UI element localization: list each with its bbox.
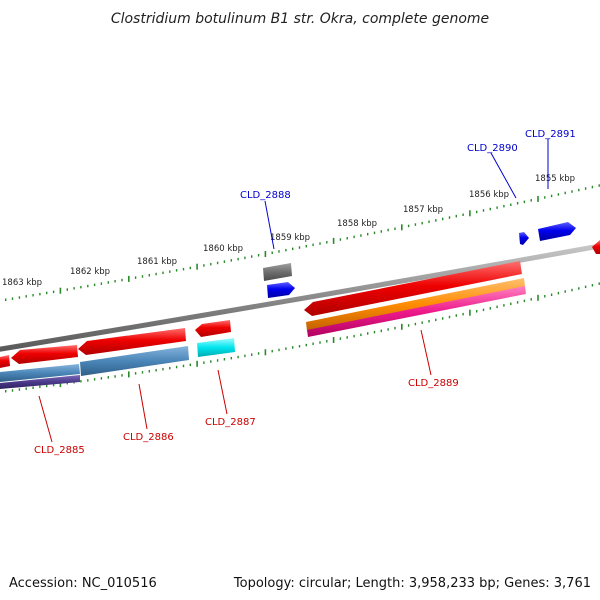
gene-partial-left[interactable]: [0, 355, 10, 368]
gene-cld-2891[interactable]: [538, 222, 576, 241]
tick-labels: 1863 kbp 1862 kbp 1861 kbp 1860 kbp 1859…: [2, 174, 575, 288]
tick-label: 1855 kbp: [535, 174, 575, 184]
tick-label: 1859 kbp: [270, 233, 310, 243]
gene-label[interactable]: CLD_2891: [525, 129, 576, 140]
leader-cld-2885: [38, 395, 53, 443]
gene-cld-2890[interactable]: [519, 232, 529, 245]
tick-label: 1862 kbp: [70, 267, 110, 277]
gene-label[interactable]: CLD_2890: [467, 143, 518, 154]
leader-cld-2889: [420, 329, 432, 376]
genome-backbone: [0, 243, 600, 352]
genome-summary-text: Topology: circular; Length: 3,958,233 bp…: [233, 576, 591, 591]
gene-label[interactable]: CLD_2885: [34, 445, 85, 456]
gene-cld-2889-orange[interactable]: [306, 278, 525, 331]
tick-label: 1858 kbp: [337, 219, 377, 229]
gene-cld-2886-steel[interactable]: [80, 346, 189, 376]
outer-tick-ring: [4, 184, 600, 301]
tick-label: 1861 kbp: [137, 257, 177, 267]
gene-partial-right[interactable]: [592, 240, 600, 254]
reverse-strand-genes: [0, 261, 526, 389]
tick-label: 1856 kbp: [469, 190, 509, 200]
gene-cld-2888[interactable]: [267, 282, 295, 298]
gene-cld-2887-cyan[interactable]: [197, 338, 235, 357]
gene-label[interactable]: CLD_2889: [408, 378, 459, 389]
map-title: Clostridium botulinum B1 str. Okra, comp…: [111, 11, 489, 27]
tick-label: 1863 kbp: [2, 278, 42, 288]
leader-cld-2887: [217, 369, 228, 415]
leader-cld-2888: [264, 200, 275, 250]
accession-text: Accession: NC_010516: [9, 576, 157, 591]
gene-label[interactable]: CLD_2887: [205, 417, 256, 428]
gene-label[interactable]: CLD_2888: [240, 190, 291, 201]
gene-cld-2885[interactable]: [11, 345, 78, 364]
forward-strand-genes: [263, 222, 600, 298]
leader-cld-2890: [490, 152, 517, 199]
leader-cld-2886: [138, 383, 148, 430]
gene-cld-2888-gray[interactable]: [263, 263, 292, 281]
label-leaders: [38, 139, 549, 443]
tick-label: 1857 kbp: [403, 205, 443, 215]
gene-label[interactable]: CLD_2886: [123, 432, 174, 443]
gene-cld-2889-magenta[interactable]: [307, 286, 526, 337]
gene-cld-2885-steel[interactable]: [0, 364, 80, 382]
gene-cld-2885-purple[interactable]: [0, 375, 80, 389]
tick-label: 1860 kbp: [203, 244, 243, 254]
gene-labels: CLD_2885 CLD_2886 CLD_2887 CLD_2888 CLD_…: [34, 129, 576, 456]
inner-tick-ring: [4, 282, 600, 393]
gene-cld-2886[interactable]: [78, 328, 186, 355]
gene-cld-2887[interactable]: [195, 320, 231, 337]
gene-cld-2889[interactable]: [304, 261, 522, 316]
